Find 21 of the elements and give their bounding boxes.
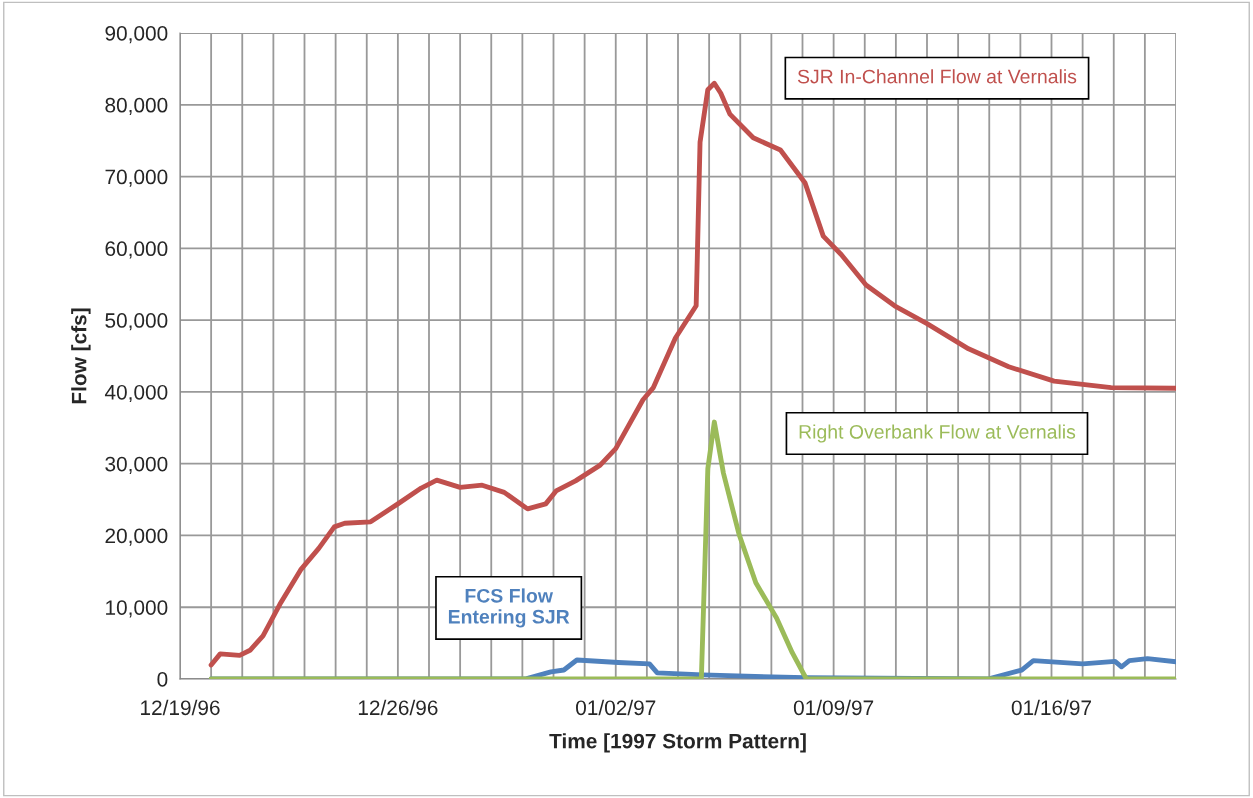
y-tick-label: 30,000 (105, 456, 168, 474)
x-tick-label: 12/19/96 (141, 699, 220, 716)
x-tick-label: 01/02/97 (576, 699, 656, 716)
y-tick-label: 40,000 (104, 384, 168, 403)
text: Right Overbank Flow at Vernalis (799, 424, 1076, 443)
series-label: FCS Flow Entering SJR (448, 588, 570, 628)
y-tick-label: 50,000 (105, 313, 168, 331)
x-axis-title: Time [1997 Storm Pattern] (549, 733, 806, 753)
y-tick-label: 70,000 (105, 169, 168, 187)
y-tick-label: 60,000 (105, 241, 168, 259)
y-tick-label: 90,000 (105, 26, 168, 44)
x-tick-label: 12/26/96 (358, 699, 438, 716)
y-tick-label: 80,000 (105, 97, 168, 115)
x-tick-label: 01/09/97 (793, 699, 874, 716)
line-series (208, 419, 1176, 679)
y-tick-label: 0 (157, 672, 168, 687)
x-tick-label: 01/16/97 (1011, 699, 1092, 716)
y-axis-title: Flow [cfs] (71, 308, 91, 404)
y-tick-label: 10,000 (106, 600, 168, 618)
y-tick-label: 20,000 (105, 528, 168, 546)
text: SJR In-Channel Flow at Vernalis (797, 69, 1077, 84)
